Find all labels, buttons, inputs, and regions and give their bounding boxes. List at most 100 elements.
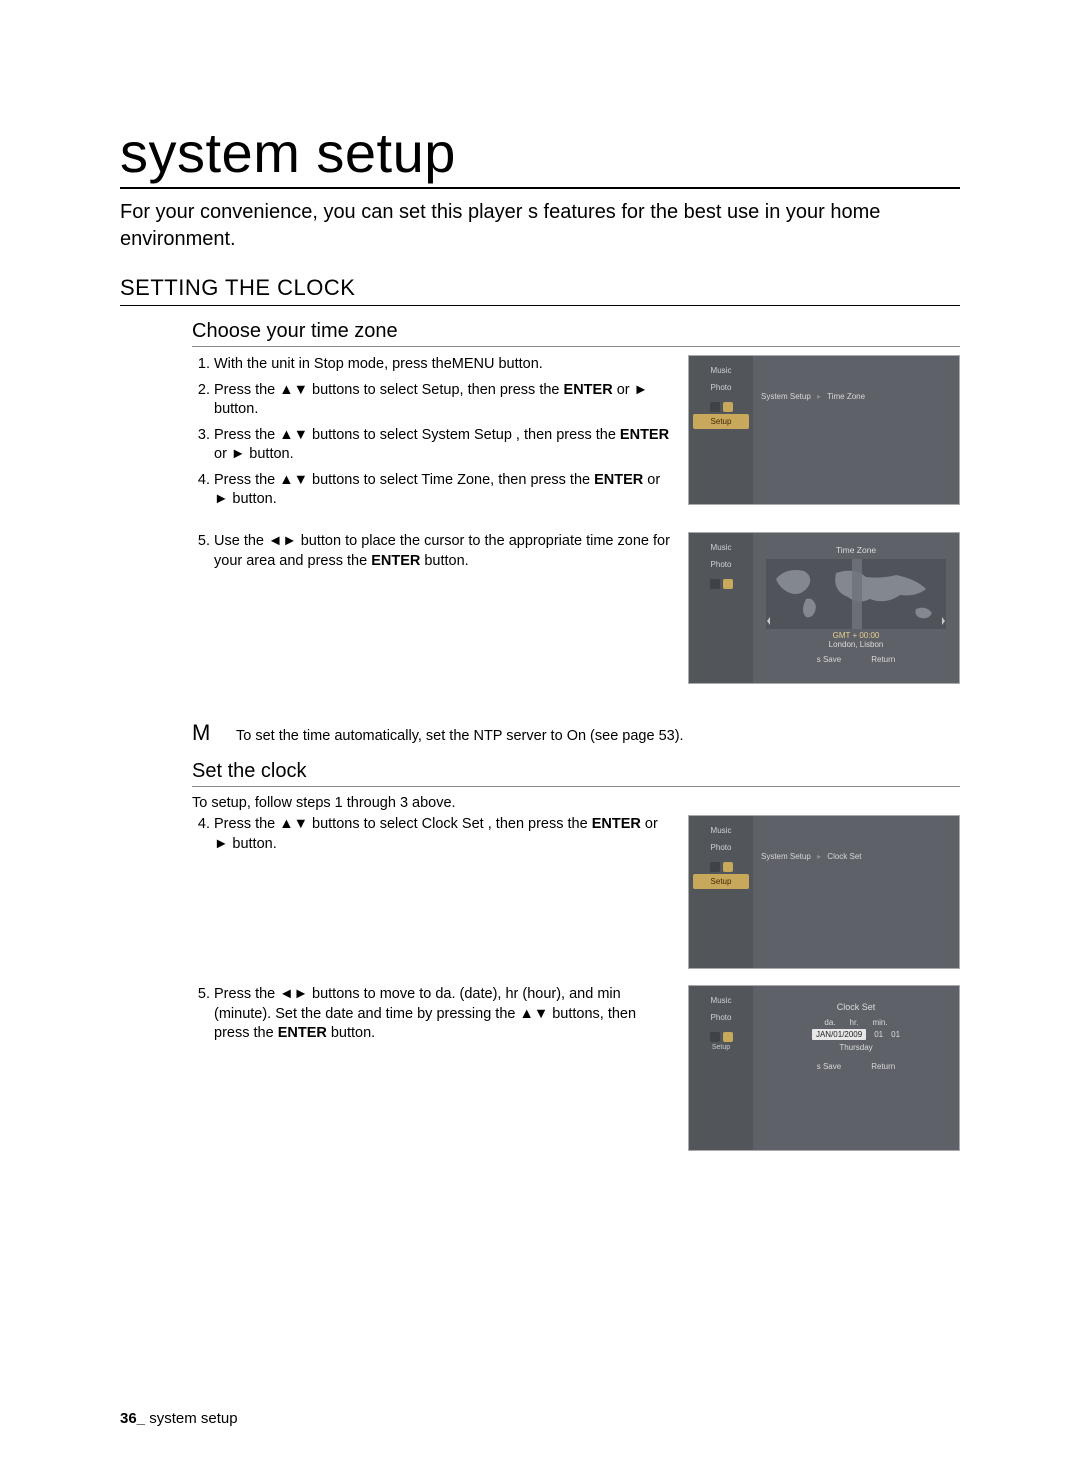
text: , then press the bbox=[512, 427, 620, 443]
nav-icon bbox=[710, 402, 720, 412]
text-bold: MENU bbox=[452, 356, 495, 372]
sidebar-icons bbox=[689, 402, 753, 412]
field-date: JAN/01/2009 bbox=[812, 1029, 866, 1040]
nav-icon bbox=[710, 862, 720, 872]
field-min: 01 bbox=[891, 1030, 900, 1039]
nav-icon bbox=[723, 579, 733, 589]
breadcrumb-sep: ▸ bbox=[817, 392, 821, 401]
screenshot-main: Time Zone GMT + 00:0 bbox=[753, 533, 959, 683]
note: M To set the time automatically, set the… bbox=[192, 720, 960, 746]
text: server to bbox=[502, 728, 566, 744]
text: , then press the bbox=[490, 472, 594, 488]
timezone-gmt-label: GMT + 00:00 bbox=[761, 631, 951, 640]
sidebar-item-active: Setup bbox=[693, 414, 749, 429]
text: or ► button. bbox=[214, 446, 294, 462]
text: Press the ▲▼ buttons to select bbox=[214, 382, 422, 398]
sidebar-item: Photo bbox=[689, 839, 753, 856]
sub-heading-clock: Set the clock bbox=[192, 760, 960, 787]
text: With the unit in Stop mode, press the bbox=[214, 356, 452, 372]
screenshot-sidebar: Music Photo Setup bbox=[689, 356, 753, 504]
sidebar-icons bbox=[689, 579, 753, 589]
world-map-icon bbox=[766, 559, 946, 629]
footer-label: system setup bbox=[145, 1410, 238, 1427]
breadcrumb: System Setup ▸ Time Zone bbox=[761, 392, 951, 401]
action-save: s Save bbox=[817, 655, 841, 664]
label-date: da. bbox=[824, 1018, 835, 1027]
sidebar-item-active: Setup bbox=[693, 874, 749, 889]
sidebar-item: Photo bbox=[689, 556, 753, 573]
text: Press the ▲▼ buttons to select bbox=[214, 427, 422, 443]
breadcrumb-sep: ▸ bbox=[817, 852, 821, 861]
sidebar-item: Photo bbox=[689, 379, 753, 396]
screenshot-clockset-panel: Music Photo Setup Clock Set da. bbox=[688, 985, 960, 1151]
field-hour: 01 bbox=[874, 1030, 883, 1039]
text: Time Zone bbox=[421, 472, 490, 488]
screenshot-timezone-map: Music Photo Time Zone bbox=[688, 532, 960, 684]
sub-heading-timezone: Choose your time zone bbox=[192, 320, 960, 347]
page-intro: For your convenience, you can set this p… bbox=[120, 199, 960, 253]
text-bold: ENTER bbox=[620, 427, 669, 443]
text: System Setup bbox=[422, 427, 512, 443]
clock-step4: Press the ▲▼ buttons to select Clock Set… bbox=[192, 815, 670, 860]
screenshot-main: System Setup ▸ Time Zone bbox=[753, 356, 959, 504]
panel-title: Time Zone bbox=[761, 545, 951, 555]
breadcrumb-part: Time Zone bbox=[827, 392, 865, 401]
nav-icon bbox=[710, 579, 720, 589]
text: Clock Set bbox=[422, 816, 484, 832]
sidebar-item: Setup bbox=[689, 1044, 753, 1051]
step-4: Press the ▲▼ buttons to select Clock Set… bbox=[214, 815, 670, 854]
timezone-city: London, Lisbon bbox=[761, 640, 951, 649]
text: , then press the bbox=[484, 816, 592, 832]
sidebar-icons bbox=[689, 1032, 753, 1042]
nav-icon bbox=[723, 402, 733, 412]
text: button. bbox=[327, 1025, 375, 1041]
text: Press the ▲▼ buttons to select bbox=[214, 472, 421, 488]
sidebar-item: Music bbox=[689, 539, 753, 556]
nav-icon bbox=[710, 1032, 720, 1042]
breadcrumb-part: System Setup bbox=[761, 392, 811, 401]
screenshot-sidebar: Music Photo Setup bbox=[689, 986, 753, 1150]
nav-icon bbox=[723, 1032, 733, 1042]
screenshot-sidebar: Music Photo bbox=[689, 533, 753, 683]
step-4: Press the ▲▼ buttons to select Time Zone… bbox=[214, 471, 670, 510]
step-2: Press the ▲▼ buttons to select Setup, th… bbox=[214, 381, 670, 420]
sidebar-item: Music bbox=[689, 992, 753, 1009]
step-1: With the unit in Stop mode, press theMEN… bbox=[214, 355, 670, 375]
breadcrumb-part: System Setup bbox=[761, 852, 811, 861]
field-day: Thursday bbox=[761, 1043, 951, 1052]
screenshot-system-setup-timezone: Music Photo Setup System Setup ▸ Time Zo… bbox=[688, 355, 960, 505]
text: (see page 53). bbox=[586, 728, 684, 744]
text: Press the ▲▼ buttons to select bbox=[214, 816, 422, 832]
action-return: Return bbox=[871, 655, 895, 664]
timezone-step5: Use the ◄► button to place the cursor to… bbox=[192, 532, 670, 577]
manual-page: system setup For your convenience, you c… bbox=[0, 0, 1080, 1477]
panel-title: Clock Set bbox=[761, 1002, 951, 1012]
note-text: To set the time automatically, set the N… bbox=[236, 728, 684, 744]
page-number: 36_ bbox=[120, 1410, 145, 1427]
section-timezone: Choose your time zone With the unit in S… bbox=[192, 320, 960, 1151]
text-bold: ENTER bbox=[371, 553, 420, 569]
action-return: Return bbox=[871, 1062, 895, 1071]
screenshot-system-setup-clockset: Music Photo Setup System Setup ▸ Clock S… bbox=[688, 815, 960, 969]
clock-lead: To setup, follow steps 1 through 3 above… bbox=[192, 795, 960, 811]
page-footer: 36_ system setup bbox=[120, 1410, 238, 1427]
sidebar-item: Music bbox=[689, 822, 753, 839]
text-bold: ENTER bbox=[594, 472, 643, 488]
text-bold: ENTER bbox=[592, 816, 641, 832]
screenshot-main: Clock Set da. hr. min. JAN/01/2009 01 01 bbox=[753, 986, 959, 1150]
page-title: system setup bbox=[120, 120, 960, 189]
sidebar-item: Photo bbox=[689, 1009, 753, 1026]
step-5: Press the ◄► buttons to move to da. (dat… bbox=[214, 985, 670, 1044]
text: Setup bbox=[422, 382, 460, 398]
text: , then press the bbox=[460, 382, 564, 398]
clock-step5: Press the ◄► buttons to move to da. (dat… bbox=[192, 985, 670, 1050]
sidebar-item: Music bbox=[689, 362, 753, 379]
step-3: Press the ▲▼ buttons to select System Se… bbox=[214, 426, 670, 465]
text: button. bbox=[494, 356, 542, 372]
breadcrumb-part: Clock Set bbox=[827, 852, 861, 861]
breadcrumb: System Setup ▸ Clock Set bbox=[761, 852, 951, 861]
screenshot-main: System Setup ▸ Clock Set bbox=[753, 816, 959, 968]
section-heading: SETTING THE CLOCK bbox=[120, 275, 960, 306]
label-min: min. bbox=[872, 1018, 887, 1027]
text: button. bbox=[420, 553, 468, 569]
